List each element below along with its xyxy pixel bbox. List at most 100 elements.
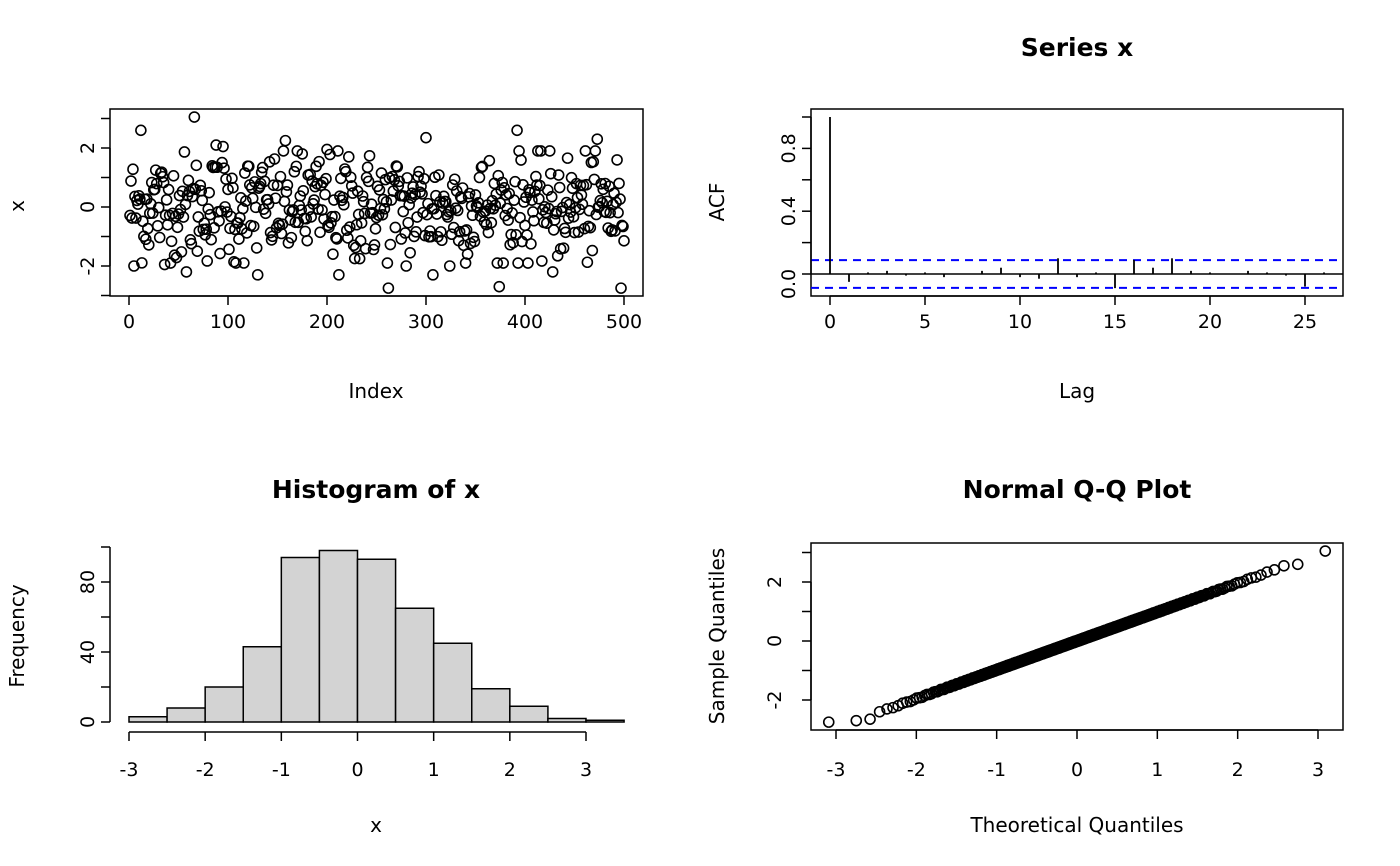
acf-y-tick-label: 0.8 bbox=[778, 133, 800, 163]
series-point bbox=[436, 234, 448, 247]
series-point bbox=[601, 195, 613, 208]
series-point bbox=[367, 243, 380, 256]
series-point bbox=[150, 177, 163, 190]
series-point bbox=[157, 176, 170, 189]
hist-y-tick-label: 40 bbox=[77, 640, 99, 664]
series-point bbox=[378, 203, 391, 215]
series-point bbox=[277, 145, 290, 157]
series-point bbox=[317, 176, 329, 189]
acf-x-tick-label: 15 bbox=[1103, 311, 1127, 333]
series-point bbox=[496, 176, 509, 189]
qq-ylabel: Sample Quantiles bbox=[705, 548, 729, 724]
series-point bbox=[229, 223, 241, 236]
series-point bbox=[249, 201, 262, 214]
series-point bbox=[190, 159, 203, 172]
series-point bbox=[403, 198, 415, 211]
series-point bbox=[232, 217, 244, 229]
series-ylabel: x bbox=[5, 200, 29, 212]
acf-y-tick-label: 0.0 bbox=[778, 269, 800, 299]
series-x-tick-label: 300 bbox=[408, 311, 444, 333]
acf-x-tick-label: 20 bbox=[1198, 311, 1222, 333]
qq-point bbox=[1255, 569, 1267, 581]
qq-x-tick-label: -3 bbox=[827, 759, 846, 781]
series-point bbox=[369, 223, 382, 235]
acf-plot: 0 5 10 15 20 25 0.0 0.4 0.8 bbox=[778, 108, 1344, 333]
series-point bbox=[262, 198, 275, 210]
histogram-bar bbox=[585, 719, 625, 723]
series-point bbox=[155, 166, 168, 178]
qq-y-tick-label: 2 bbox=[764, 576, 786, 588]
series-point bbox=[124, 209, 136, 222]
series-point bbox=[127, 163, 139, 176]
series-point bbox=[595, 177, 608, 190]
series-point bbox=[143, 239, 155, 251]
series-point bbox=[341, 232, 354, 244]
series-point bbox=[151, 220, 164, 232]
series-x-tick-label: 0 bbox=[123, 311, 135, 333]
series-point bbox=[191, 245, 204, 258]
series-point bbox=[217, 140, 229, 153]
series-point bbox=[508, 194, 520, 206]
series-point bbox=[572, 226, 585, 238]
series-point bbox=[218, 162, 230, 174]
series-point bbox=[493, 280, 506, 293]
series-point bbox=[401, 172, 413, 184]
series-point bbox=[424, 225, 436, 237]
series-point bbox=[425, 230, 437, 243]
series-point bbox=[600, 206, 612, 219]
series-x-tick-label: 400 bbox=[507, 311, 543, 333]
qq-plot: -3 -2 -1 0 1 2 3 -2 0 2 bbox=[764, 542, 1344, 781]
series-point bbox=[467, 231, 480, 244]
hist-ylabel: Frequency bbox=[5, 584, 29, 687]
series-point bbox=[449, 202, 462, 215]
series-point bbox=[563, 198, 576, 211]
series-point bbox=[256, 161, 269, 174]
series-point bbox=[505, 228, 517, 241]
histogram-bar bbox=[509, 705, 549, 723]
series-point bbox=[380, 196, 393, 208]
series-point bbox=[343, 221, 356, 233]
series-point bbox=[485, 216, 498, 229]
series-point bbox=[305, 211, 317, 223]
series-point bbox=[483, 154, 496, 167]
series-point bbox=[535, 145, 547, 157]
series-point bbox=[445, 228, 458, 241]
histogram-bar bbox=[280, 556, 321, 723]
series-point bbox=[204, 208, 216, 221]
series-y-tick-label: -2 bbox=[77, 257, 99, 276]
series-point bbox=[616, 219, 628, 232]
series-point bbox=[587, 155, 600, 168]
series-point bbox=[363, 149, 376, 162]
qq-point bbox=[1319, 545, 1332, 557]
series-point bbox=[576, 198, 589, 211]
series-point bbox=[331, 233, 343, 245]
series-point bbox=[510, 229, 522, 241]
hist-title: Histogram of x bbox=[272, 475, 480, 504]
qq-point bbox=[881, 703, 893, 715]
series-point bbox=[614, 193, 626, 205]
series-point bbox=[288, 165, 301, 178]
series-point bbox=[348, 252, 361, 265]
series-x-tick-label: 100 bbox=[210, 311, 246, 333]
series-point bbox=[547, 224, 560, 236]
qq-point bbox=[850, 714, 863, 727]
series-point bbox=[491, 257, 504, 269]
histogram-bar bbox=[394, 607, 435, 723]
series-point bbox=[550, 205, 563, 218]
series-point bbox=[188, 111, 201, 123]
series-point bbox=[344, 171, 357, 184]
series-point bbox=[438, 190, 450, 203]
series-point bbox=[612, 206, 624, 219]
qq-y-tick-label: -2 bbox=[764, 691, 786, 710]
series-point bbox=[430, 189, 442, 202]
series-point bbox=[441, 211, 454, 223]
series-point bbox=[325, 217, 337, 229]
series-point bbox=[368, 239, 381, 251]
acf-x-tick-label: 5 bbox=[919, 311, 931, 333]
series-point bbox=[314, 226, 326, 239]
series-point bbox=[433, 169, 445, 181]
series-point bbox=[361, 161, 374, 174]
series-point bbox=[268, 153, 281, 165]
series-point bbox=[548, 214, 561, 226]
series-point bbox=[381, 257, 394, 269]
